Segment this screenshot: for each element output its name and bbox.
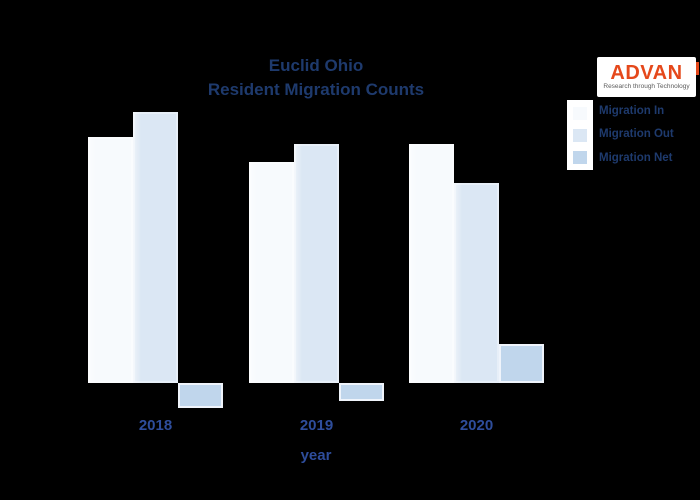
bar-migration-out-2019 — [294, 144, 339, 383]
x-tick-label-2019: 2019 — [299, 417, 334, 434]
bar-migration-in-2019 — [249, 162, 294, 383]
chart-title-line2: Resident Migration Counts — [207, 80, 425, 99]
bar-migration-net-2019 — [339, 383, 384, 401]
advan-logo-wordmark: ADVAN — [610, 62, 683, 84]
legend-swatch-panel — [567, 100, 593, 170]
bar-migration-in-2018 — [88, 137, 133, 383]
chart-title-line1: Euclid Ohio — [268, 56, 364, 75]
bar-migration-out-2018 — [133, 112, 178, 383]
legend-label-migration-in: Migration In — [599, 105, 665, 117]
legend-label-migration-out: Migration Out — [599, 128, 674, 141]
x-axis-label: year — [300, 447, 332, 464]
legend-labels: Migration In Migration Out Migration Net — [599, 100, 674, 170]
legend-label-migration-net: Migration Net — [599, 151, 673, 164]
legend-swatch-migration-in — [573, 106, 587, 120]
advan-logo-accent-bar — [696, 62, 699, 75]
bar-migration-net-2020 — [499, 344, 544, 383]
bar-migration-in-2020 — [409, 144, 454, 383]
advan-logo: ADVAN Research through Technology — [597, 57, 699, 97]
bar-migration-net-2018 — [178, 383, 223, 408]
legend-swatch-migration-net — [573, 150, 587, 164]
advan-logo-tagline: Research through Technology — [603, 83, 690, 90]
legend-swatch-migration-out — [573, 128, 587, 142]
x-tick-label-2018: 2018 — [138, 417, 173, 434]
chart-title: Euclid Ohio Resident Migration Counts — [208, 54, 424, 102]
x-tick-label-2020: 2020 — [459, 417, 494, 434]
bar-migration-out-2020 — [454, 183, 499, 383]
